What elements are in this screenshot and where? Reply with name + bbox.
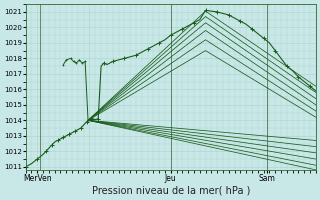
X-axis label: Pression niveau de la mer( hPa ): Pression niveau de la mer( hPa ) — [92, 186, 250, 196]
